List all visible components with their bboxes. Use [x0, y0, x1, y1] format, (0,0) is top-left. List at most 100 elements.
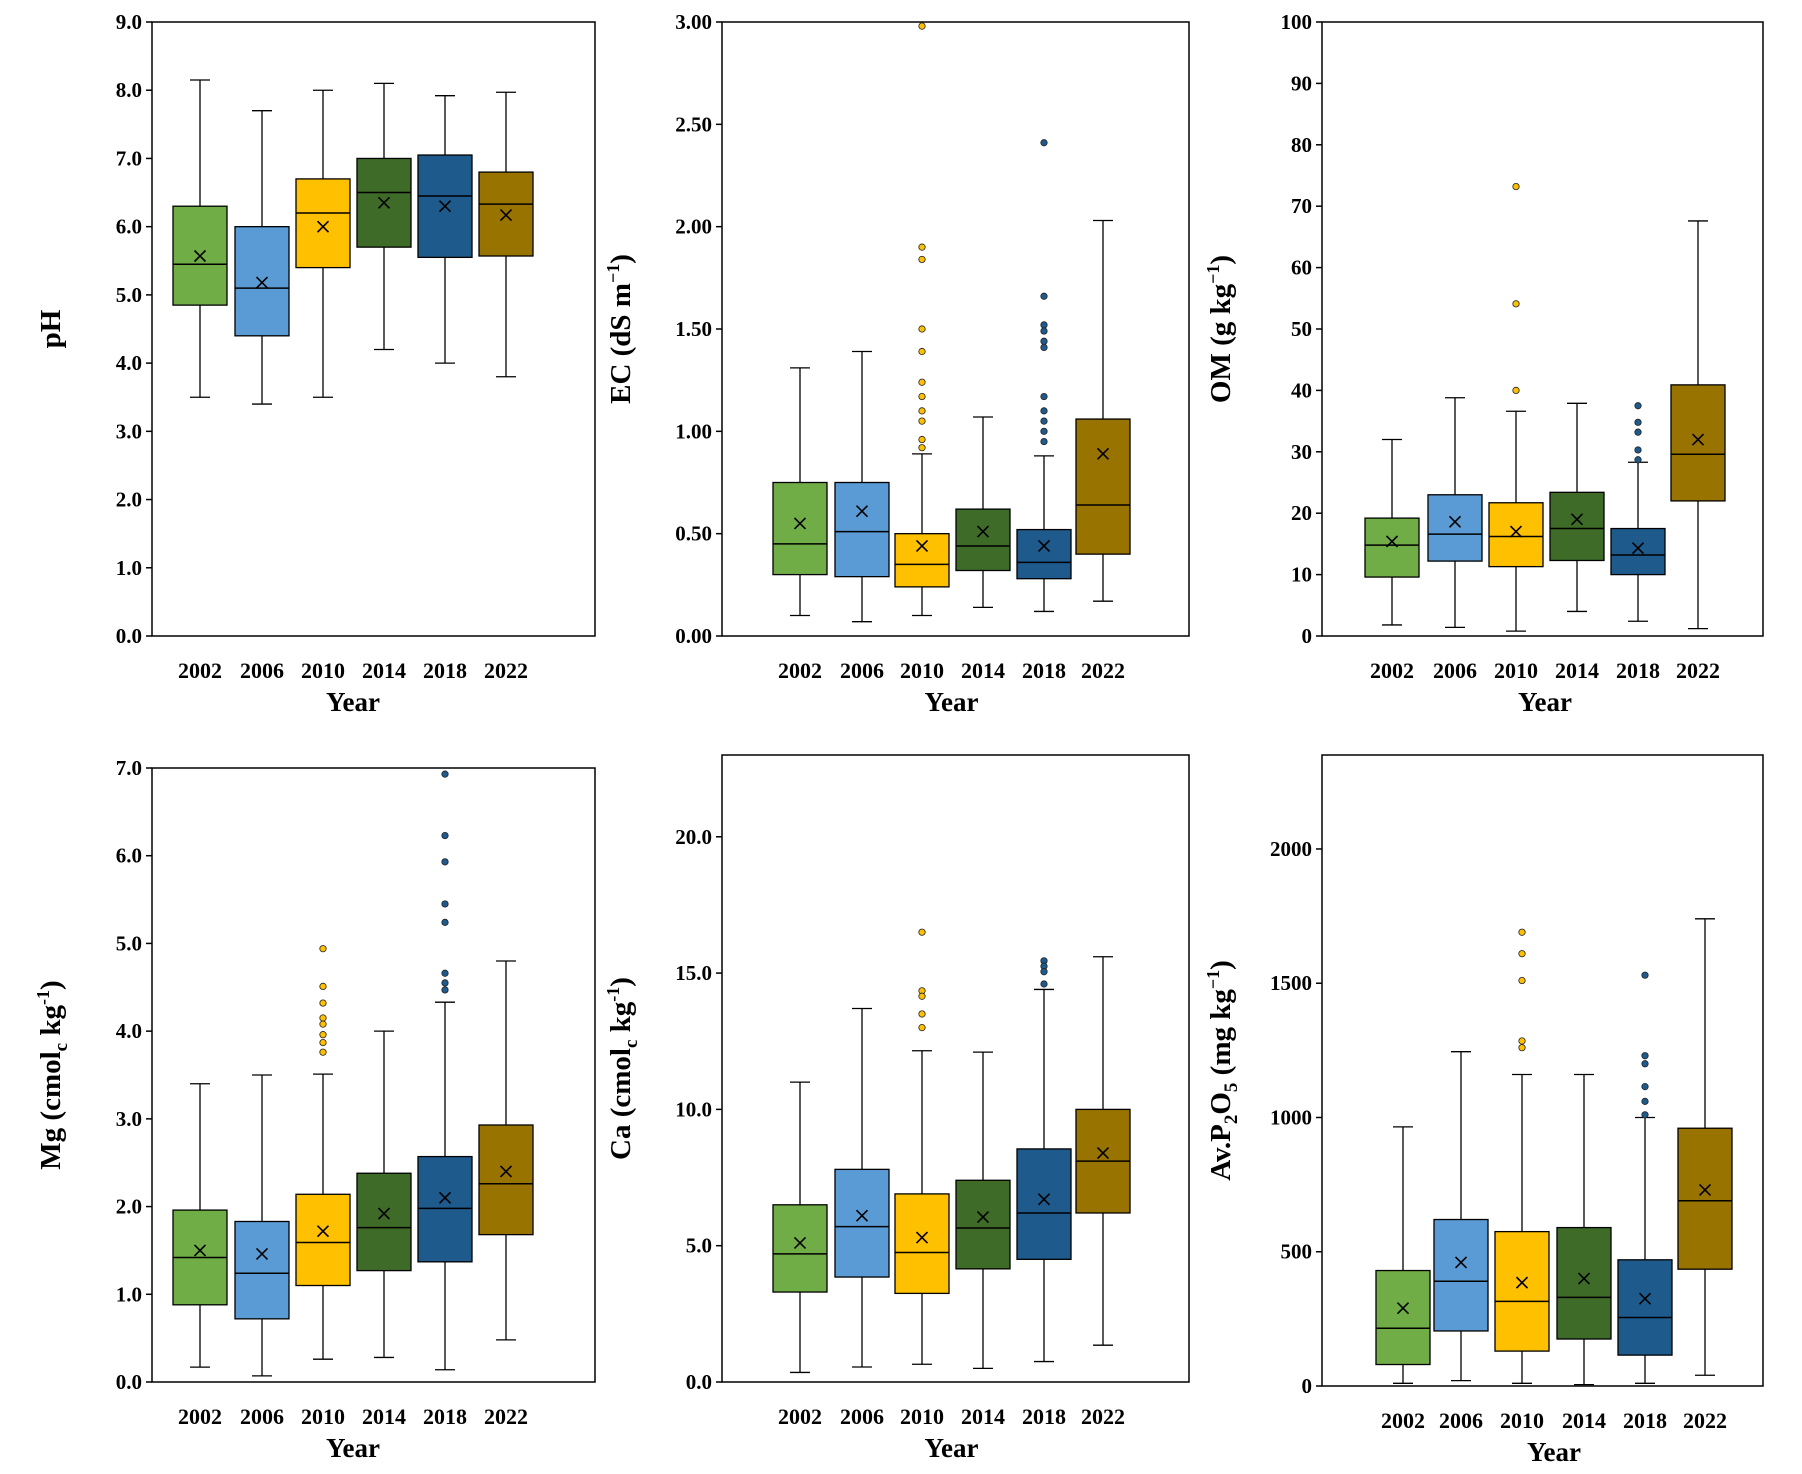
- y-tick-label: 0.0: [686, 1370, 712, 1394]
- box-2014: [1549, 402, 1605, 613]
- x-tick-label: 2022: [1683, 1408, 1727, 1433]
- mean-marker: [1631, 542, 1645, 555]
- iqr-box: [234, 226, 290, 337]
- y-tick-label: 6.0: [116, 215, 142, 239]
- mean-marker: [193, 249, 207, 263]
- outlier-point: [1518, 1044, 1526, 1052]
- iqr-box: [478, 1124, 534, 1236]
- y-tick-label: 1.50: [675, 317, 712, 341]
- x-tick-label: 2002: [778, 658, 822, 683]
- outlier-point: [918, 378, 926, 386]
- iqr-box: [1375, 1269, 1431, 1366]
- plot-frame: [1321, 754, 1764, 1387]
- x-tick-label: 2002: [1381, 1408, 1425, 1433]
- iqr-box: [1610, 527, 1666, 576]
- x-tick-label: 2006: [1433, 658, 1477, 683]
- outlier-point: [1040, 337, 1048, 345]
- box-2022: [1075, 219, 1131, 602]
- iqr-box: [1556, 1226, 1612, 1340]
- x-tick-label: 2010: [1494, 658, 1538, 683]
- x-axis-label: Year: [925, 1433, 979, 1463]
- mean-marker: [1638, 1292, 1652, 1305]
- x-tick-label: 2014: [961, 1404, 1005, 1429]
- y-tick-label: 9.0: [116, 10, 142, 34]
- y-tick-label: 7.0: [116, 756, 142, 780]
- mean-marker: [1385, 535, 1399, 548]
- outlier-point: [1518, 1037, 1526, 1045]
- y-axis-label: Mg (cmolc​ kg-1​): [33, 980, 72, 1169]
- outlier-point: [1641, 1060, 1649, 1068]
- iqr-box: [772, 1204, 828, 1293]
- iqr-box: [417, 1155, 473, 1263]
- x-axis-label: Year: [326, 1433, 380, 1463]
- outlier-point: [1641, 1097, 1649, 1105]
- y-tick-label: 3.0: [116, 1107, 142, 1131]
- outlier-point: [918, 444, 926, 452]
- outlier-point: [1512, 300, 1520, 308]
- mean-marker: [1691, 433, 1705, 446]
- y-tick-label: 4.0: [116, 1019, 142, 1043]
- outlier-point: [441, 986, 449, 994]
- outlier-point: [918, 928, 926, 936]
- outlier-point: [918, 22, 926, 30]
- outlier-point: [441, 918, 449, 926]
- outlier-point: [918, 992, 926, 1000]
- outlier-point: [319, 1020, 327, 1028]
- y-tick-label: 5.0: [686, 1234, 712, 1258]
- plot-frame: [151, 767, 596, 1383]
- outlier-point: [1040, 139, 1048, 147]
- box-2002: [772, 1081, 828, 1374]
- y-tick-label: 2.00: [675, 215, 712, 239]
- mean-marker: [1396, 1302, 1410, 1315]
- mean-marker: [499, 1165, 513, 1178]
- y-tick-label: 5.0: [116, 931, 142, 955]
- x-tick-label: 2006: [240, 658, 284, 683]
- box-2006: [234, 1074, 290, 1377]
- outlier-point: [1040, 327, 1048, 335]
- box-2010: [1494, 928, 1550, 1384]
- mean-marker: [1570, 513, 1584, 526]
- iqr-box: [1549, 491, 1605, 562]
- mean-marker: [377, 196, 391, 209]
- x-tick-label: 2002: [1370, 658, 1414, 683]
- outlier-point: [1040, 392, 1048, 401]
- box-2022: [478, 91, 534, 378]
- outlier-point: [918, 255, 926, 264]
- outlier-point: [1634, 402, 1642, 410]
- outlier-point: [319, 1031, 327, 1039]
- outlier-point: [1634, 446, 1642, 454]
- x-tick-label: 2022: [484, 658, 528, 683]
- iqr-box: [1427, 494, 1483, 562]
- mean-marker: [255, 1247, 269, 1261]
- x-tick-label: 2002: [178, 658, 222, 683]
- x-tick-label: 2022: [484, 1404, 528, 1429]
- iqr-box: [1617, 1259, 1673, 1356]
- x-axis-label: Year: [925, 687, 979, 717]
- x-tick-label: 2018: [1623, 1408, 1667, 1433]
- outlier-point: [1512, 386, 1520, 394]
- mean-marker: [915, 539, 929, 553]
- iqr-box: [295, 178, 351, 269]
- y-tick-label: 0.0: [116, 1370, 142, 1394]
- iqr-box: [955, 1179, 1011, 1270]
- mean-marker: [1454, 1256, 1468, 1269]
- x-tick-label: 2006: [240, 1404, 284, 1429]
- box-2006: [834, 350, 890, 623]
- mean-marker: [438, 200, 452, 213]
- outlier-point: [1518, 976, 1526, 985]
- y-tick-label: 2.0: [116, 1195, 142, 1219]
- outlier-point: [1040, 437, 1048, 446]
- iqr-box: [1016, 1148, 1072, 1260]
- outlier-point: [918, 243, 926, 251]
- outlier-point: [1641, 971, 1649, 979]
- mean-marker: [193, 1244, 207, 1257]
- outlier-point: [319, 982, 327, 991]
- iqr-box: [1433, 1218, 1489, 1332]
- y-tick-label: 80: [1291, 133, 1312, 157]
- y-tick-label: 0.50: [675, 522, 712, 546]
- outlier-point: [1040, 292, 1048, 300]
- box-2018: [1016, 139, 1072, 613]
- iqr-box: [894, 1193, 950, 1295]
- panel-av-p2o5: 0 500 1000 1500 2000 2002 2006 2010 2014 2018 2022…: [1203, 754, 1764, 1467]
- box-2002: [172, 1083, 228, 1368]
